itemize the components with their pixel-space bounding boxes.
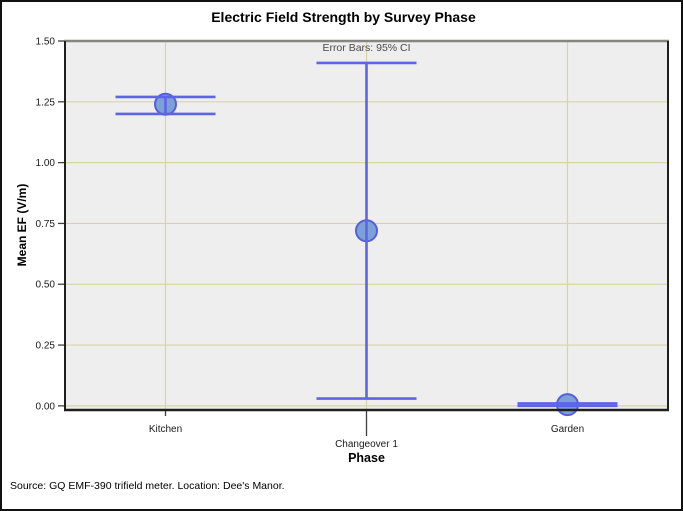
x-tick-label: Kitchen bbox=[149, 424, 182, 435]
y-tick-label: 0.25 bbox=[36, 341, 56, 352]
x-axis-title: Phase bbox=[348, 451, 385, 465]
source-note: Source: GQ EMF-390 trifield meter. Locat… bbox=[10, 480, 285, 492]
y-tick-label: 1.25 bbox=[36, 97, 56, 108]
chart-title: Electric Field Strength by Survey Phase bbox=[211, 9, 476, 25]
error-bars-annotation: Error Bars: 95% CI bbox=[322, 42, 411, 54]
y-tick-label: 0.75 bbox=[36, 219, 56, 230]
x-tick-label: Garden bbox=[551, 424, 584, 435]
y-axis-title: Mean EF (V/m) bbox=[15, 183, 29, 267]
y-tick-label: 0.00 bbox=[36, 401, 56, 412]
x-tick-label: Changeover 1 bbox=[335, 439, 398, 450]
y-tick-label: 1.00 bbox=[36, 158, 56, 169]
y-tick-label: 1.50 bbox=[36, 37, 56, 48]
y-tick-label: 0.50 bbox=[36, 280, 56, 291]
